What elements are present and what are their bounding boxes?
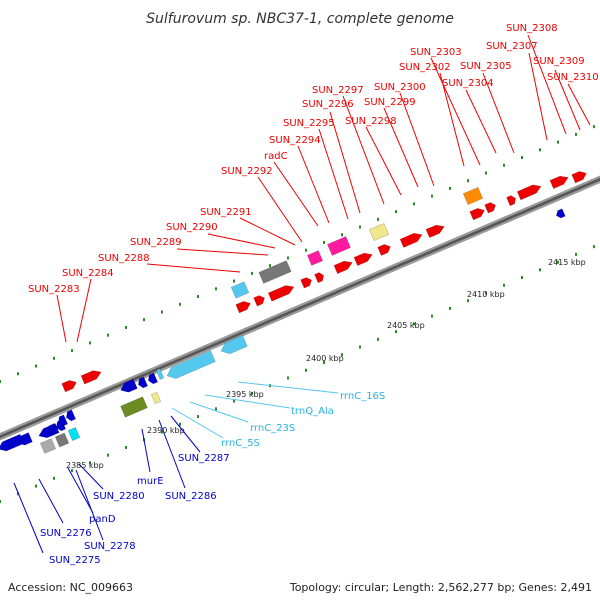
gene-label: SUN_2309 xyxy=(533,56,585,67)
reverse-gene-arrow xyxy=(148,372,158,385)
grey-feature-box xyxy=(258,260,292,284)
forward-gene-arrow xyxy=(300,277,312,289)
forward-gene-arrow xyxy=(571,171,587,184)
gene-label: SUN_2310 xyxy=(547,72,599,83)
forward-gene-arrow xyxy=(80,370,102,385)
scale-label: 2405 kbp xyxy=(387,321,425,330)
gene-label: SUN_2298 xyxy=(345,116,397,127)
map-title: Sulfurovum sp. NBC37-1, complete genome xyxy=(146,11,454,27)
scale-label: 2400 kbp xyxy=(306,354,344,363)
forward-gene-arrow xyxy=(61,380,77,393)
gene-label: rrnC_16S xyxy=(340,391,385,402)
gene-label: SUN_2291 xyxy=(200,207,252,218)
forward-gene-arrow xyxy=(353,252,373,267)
forward-gene-arrow xyxy=(425,224,445,239)
trna-feature-box xyxy=(155,368,165,380)
rrna-gene-arrow xyxy=(166,350,216,379)
yellow-feature-box xyxy=(368,223,390,241)
backbone xyxy=(0,175,600,441)
scale-labels: 2385 kbp 2390 kbp 2395 kbp 2400 kbp 2405… xyxy=(66,258,586,470)
gene-label: rrnC_5S xyxy=(221,438,260,449)
forward-gene-arrow xyxy=(469,208,485,221)
cyan-feature-box xyxy=(67,427,81,441)
gene-label: SUN_2297 xyxy=(312,85,364,96)
gene-label: SUN_2283 xyxy=(28,284,80,295)
orange-feature-box xyxy=(462,187,484,205)
tick-rows xyxy=(0,125,595,503)
grey-feature-box xyxy=(54,432,70,448)
gene-label: SUN_2304 xyxy=(442,78,494,89)
gene-label: SUN_2295 xyxy=(283,118,335,129)
gene-label: SUN_2280 xyxy=(93,491,145,502)
top-connectors xyxy=(56,34,591,343)
forward-gene-arrow xyxy=(516,184,542,201)
reverse-gene-arrow xyxy=(120,378,138,393)
gene-label: trnQ_Ala xyxy=(291,406,334,417)
gene-features xyxy=(0,171,587,454)
reverse-gene-arrow xyxy=(556,208,566,219)
gene-label: SUN_2292 xyxy=(221,166,273,177)
gene-label: SUN_2284 xyxy=(62,268,114,279)
forward-gene-arrow xyxy=(314,272,324,284)
forward-gene-arrow xyxy=(399,233,423,248)
bottom-connectors xyxy=(13,415,201,554)
gene-label: SUN_2294 xyxy=(269,135,321,146)
olive-feature-box xyxy=(120,396,148,418)
scale-label: 2385 kbp xyxy=(66,461,104,470)
gene-label: SUN_2307 xyxy=(486,41,538,52)
topology-text: Topology: circular; Length: 2,562,277 bp… xyxy=(289,581,592,594)
forward-gene-arrow xyxy=(235,301,251,314)
gene-label: SUN_2302 xyxy=(399,62,451,73)
reverse-gene-arrow xyxy=(58,414,68,427)
scale-label: 2395 kbp xyxy=(226,390,264,399)
top-gene-labels: SUN_2283 SUN_2284 SUN_2288 SUN_2289 SUN_… xyxy=(28,23,599,295)
scale-label: 2415 kbp xyxy=(548,258,586,267)
forward-gene-arrow xyxy=(333,260,353,275)
reverse-gene-arrow xyxy=(66,409,76,422)
grey-feature-box xyxy=(39,438,57,454)
reverse-gene-arrow xyxy=(17,432,33,446)
gene-label: SUN_2288 xyxy=(98,253,150,264)
gene-label: SUN_2286 xyxy=(165,491,217,502)
rrna-feature-box xyxy=(230,281,250,299)
gene-label: SUN_2300 xyxy=(374,82,426,93)
pink-feature-box xyxy=(327,236,351,256)
gene-label: panD xyxy=(89,514,116,525)
gene-label: SUN_2287 xyxy=(178,453,230,464)
gene-label: SUN_2289 xyxy=(130,237,182,248)
gene-label: SUN_2303 xyxy=(410,47,462,58)
forward-gene-arrow xyxy=(484,202,496,214)
gene-label: radC xyxy=(264,151,288,162)
rrna-gene-arrow xyxy=(220,335,248,355)
forward-gene-arrow xyxy=(377,244,391,256)
rna-connectors xyxy=(171,381,339,439)
gene-label: SUN_2299 xyxy=(364,97,416,108)
gene-label: SUN_2278 xyxy=(84,541,136,552)
forward-gene-arrow xyxy=(506,195,516,207)
gene-label: rrnC_23S xyxy=(250,423,295,434)
gene-label: SUN_2308 xyxy=(506,23,558,34)
gene-label: SUN_2275 xyxy=(49,555,101,566)
reverse-gene-arrow xyxy=(47,423,59,436)
forward-gene-arrow xyxy=(549,175,569,190)
forward-gene-arrow xyxy=(267,285,295,302)
bottom-gene-labels: SUN_2275 SUN_2276 SUN_2278 panD SUN_2280… xyxy=(40,391,385,566)
accession-text: Accession: NC_009663 xyxy=(8,581,134,594)
forward-gene-arrow xyxy=(253,295,265,307)
scale-label: 2390 kbp xyxy=(147,426,185,435)
scale-label: 2410 kbp xyxy=(467,290,505,299)
yellow-feature-box xyxy=(150,391,162,405)
gene-label: murE xyxy=(137,476,164,487)
gene-label: SUN_2290 xyxy=(166,222,218,233)
gene-label: SUN_2305 xyxy=(460,61,512,72)
gene-label: SUN_2276 xyxy=(40,528,92,539)
reverse-gene-arrow xyxy=(138,376,148,389)
pink-feature-box xyxy=(306,250,324,266)
gene-label: SUN_2296 xyxy=(302,99,354,110)
